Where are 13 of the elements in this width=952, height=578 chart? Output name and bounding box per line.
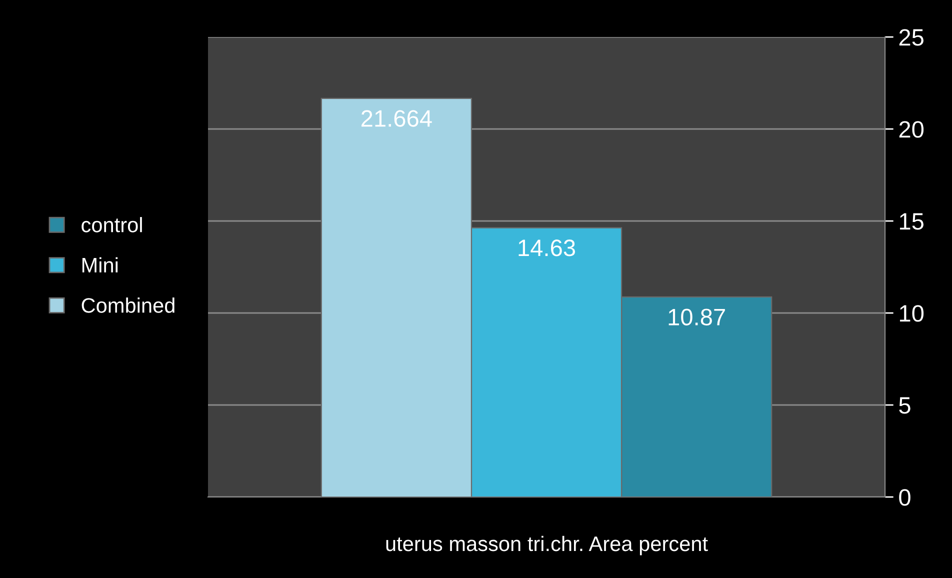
legend-label: Mini bbox=[82, 257, 118, 272]
y-tick-label: 10 bbox=[900, 305, 924, 322]
y-tick-label: 0 bbox=[899, 489, 910, 506]
y-tick-label: 15 bbox=[900, 213, 924, 230]
y-tick-label: 20 bbox=[899, 121, 924, 138]
data-label: 21.664 bbox=[362, 110, 432, 127]
legend-label: control bbox=[82, 217, 142, 232]
legend-label: Combined bbox=[82, 298, 174, 313]
y-tick-label: 5 bbox=[899, 397, 910, 414]
x-tick-label: uterus masson tri.chr. Area percent bbox=[386, 536, 708, 556]
data-label: 14.63 bbox=[518, 240, 576, 256]
data-label: 10.87 bbox=[668, 308, 725, 326]
y-tick-label: 25 bbox=[899, 29, 924, 46]
